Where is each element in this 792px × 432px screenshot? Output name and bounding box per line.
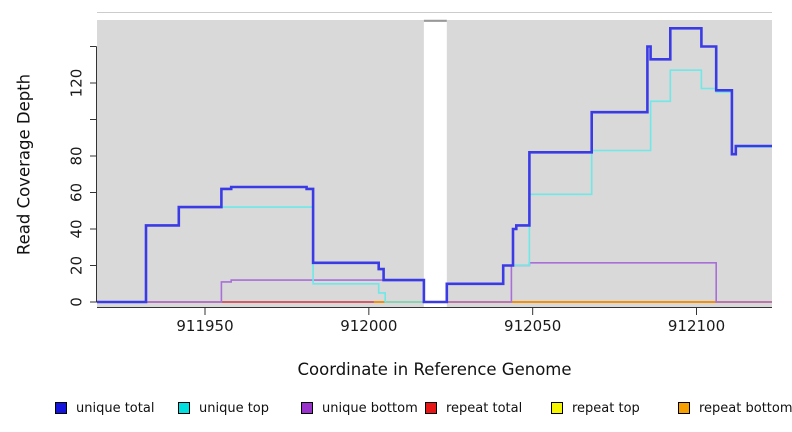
legend-item-unique-total: unique total	[55, 398, 154, 418]
x-tick-label: 912100	[668, 317, 725, 335]
legend-label: unique bottom	[322, 400, 418, 416]
x-tick-label: 911950	[176, 317, 233, 335]
y-tick-label: 80	[67, 146, 85, 165]
legend-item-unique-bottom: unique bottom	[301, 398, 418, 418]
y-tick-label: 20	[67, 256, 85, 275]
legend-item-unique-top: unique top	[178, 398, 269, 418]
legend-swatch-icon	[551, 402, 563, 414]
legend-item-repeat-top: repeat top	[551, 398, 640, 418]
y-tick-label: 60	[67, 183, 85, 202]
legend-item-repeat-total: repeat total	[425, 398, 522, 418]
series-line-unique-bottom	[97, 262, 772, 303]
legend-label: unique top	[199, 400, 270, 416]
legend-swatch-icon	[301, 402, 313, 414]
legend-label: repeat bottom	[699, 400, 792, 416]
x-tick-label: 912050	[504, 317, 561, 335]
legend-label: repeat total	[446, 400, 523, 416]
masked-region	[423, 20, 447, 307]
y-axis-title: Read Coverage Depth	[14, 73, 34, 256]
y-tick-label: 0	[67, 297, 85, 307]
legend-swatch-icon	[55, 402, 67, 414]
legend-swatch-icon	[425, 402, 437, 414]
y-tick-label: 40	[67, 219, 85, 238]
series-line-unique-total	[97, 27, 772, 304]
legend-item-repeat-bottom: repeat bottom	[678, 398, 792, 418]
legend-swatch-icon	[178, 402, 190, 414]
legend-label: unique total	[76, 400, 155, 416]
y-tick-label: 120	[67, 69, 85, 98]
legend-swatch-icon	[678, 402, 690, 414]
x-axis-title: Coordinate in Reference Genome	[297, 360, 572, 379]
x-tick-label: 912000	[340, 317, 397, 335]
chart-legend: unique total unique top unique bottom repea…	[0, 398, 792, 422]
legend-label: repeat top	[572, 400, 640, 416]
